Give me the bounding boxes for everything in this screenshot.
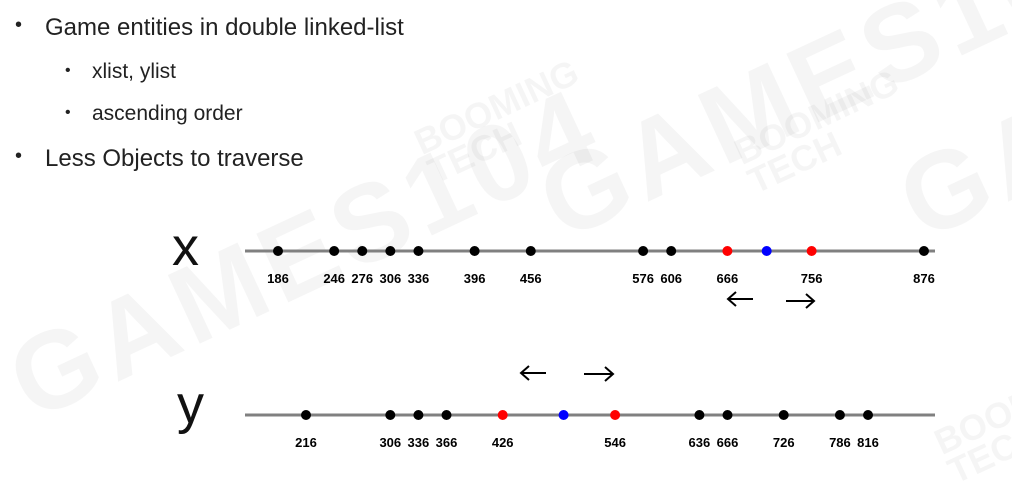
entity-point <box>413 246 424 256</box>
neighbor-entity-point <box>497 410 508 420</box>
point-value-label: 276 <box>351 271 373 286</box>
entity-point <box>525 246 536 256</box>
entity-point <box>385 246 396 256</box>
current-entity-point <box>558 410 569 420</box>
point-value-label: 186 <box>267 271 289 286</box>
neighbor-entity-point <box>722 246 733 256</box>
bullet-less-objects: Less Objects to traverse <box>45 145 304 172</box>
entity-point <box>694 410 705 420</box>
entity-point <box>301 410 311 420</box>
point-value-label: 426 <box>492 435 514 450</box>
point-value-label: 216 <box>295 435 317 450</box>
point-value-label: 726 <box>773 435 795 450</box>
left-arrow-icon <box>726 291 753 307</box>
x-axis-label: x <box>172 217 199 277</box>
point-value-label: 546 <box>604 435 626 450</box>
point-value-label: 306 <box>379 435 401 450</box>
right-arrow-icon <box>786 293 816 309</box>
point-value-label: 786 <box>829 435 851 450</box>
bullet-dot-icon: • <box>65 104 71 121</box>
entity-point <box>357 246 368 256</box>
bullet-dot-icon: • <box>65 62 71 79</box>
point-value-label: 306 <box>379 271 401 286</box>
entity-point <box>441 410 452 420</box>
entity-point <box>722 410 733 420</box>
point-value-label: 246 <box>323 271 345 286</box>
entity-point <box>863 410 874 420</box>
entity-point <box>329 246 340 256</box>
point-value-label: 606 <box>660 271 682 286</box>
entity-point <box>778 410 789 420</box>
point-value-label: 636 <box>689 435 711 450</box>
entity-point <box>638 246 649 256</box>
right-arrow-icon <box>584 366 615 382</box>
bullet-dot-icon: • <box>15 14 23 36</box>
point-value-label: 336 <box>408 271 430 286</box>
bullet-game-entities: Game entities in double linked-list <box>45 14 404 41</box>
point-value-label: 876 <box>913 271 935 286</box>
entity-point <box>469 246 480 256</box>
bullet-xlist-ylist: xlist, ylist <box>92 60 176 83</box>
point-value-label: 666 <box>717 271 739 286</box>
entity-point <box>834 410 845 420</box>
point-value-label: 366 <box>436 435 458 450</box>
neighbor-entity-point <box>806 246 817 256</box>
entity-point <box>385 410 396 420</box>
entity-point <box>413 410 424 420</box>
y-axis-label: y <box>177 375 204 435</box>
left-arrow-icon <box>519 365 546 381</box>
point-value-label: 456 <box>520 271 542 286</box>
point-value-label: 816 <box>857 435 879 450</box>
point-value-label: 576 <box>632 271 654 286</box>
entity-point <box>666 246 677 256</box>
current-entity-point <box>761 246 772 256</box>
y-points-group: 216 306 336 366 426 546 636 666 726 786 816 <box>295 410 879 450</box>
entity-point <box>918 246 929 256</box>
entity-point <box>273 246 283 256</box>
point-value-label: 666 <box>717 435 739 450</box>
point-value-label: 756 <box>801 271 823 286</box>
x-points-group: 186 246 276 306 336 396 456 576 606 666 756 876 <box>267 246 935 286</box>
bullet-ascending-order: ascending order <box>92 102 243 125</box>
point-value-label: 336 <box>408 435 430 450</box>
point-value-label: 396 <box>464 271 486 286</box>
neighbor-entity-point <box>610 410 621 420</box>
bullet-dot-icon: • <box>15 145 23 167</box>
